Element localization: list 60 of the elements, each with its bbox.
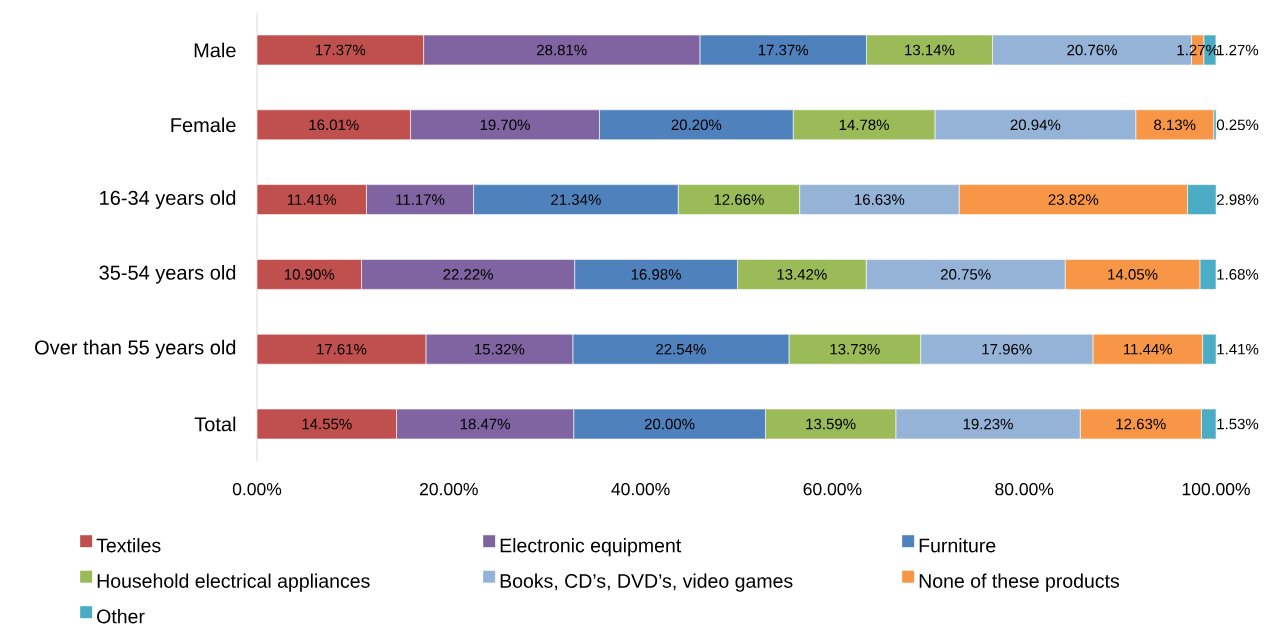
legend-label: Furniture [919, 538, 996, 553]
data-label: 22.54% [656, 343, 706, 355]
data-label: 17.37% [758, 44, 809, 56]
y-tick-label: Over than 55 years old [35, 339, 236, 359]
data-label: 20.94% [1010, 119, 1061, 131]
y-tick-label: 35-54 years old [99, 265, 236, 284]
data-label: 16.98% [631, 269, 681, 280]
legend-label: Textiles [96, 538, 161, 553]
data-label: 14.05% [1108, 269, 1158, 280]
data-label: 15.32% [475, 343, 525, 355]
data-label: 17.37% [316, 44, 366, 56]
x-tick-label: 60.00% [803, 482, 862, 496]
data-label: 17.61% [317, 343, 367, 355]
legend-label: Household electrical appliances [97, 573, 370, 592]
x-tick-label: 40.00% [611, 482, 670, 496]
y-tick-label: Total [194, 416, 236, 432]
y-tick-label: Male [194, 42, 236, 58]
data-label: 13.59% [806, 418, 856, 430]
data-label: 1.68% [1217, 269, 1259, 280]
data-label: 11.44% [1123, 343, 1173, 355]
data-label: 0.25% [1216, 119, 1259, 131]
data-label: 8.13% [1154, 119, 1196, 131]
legend-label: None of these products [919, 573, 1120, 592]
data-label: 20.76% [1067, 44, 1117, 56]
data-label: 20.00% [644, 418, 695, 430]
data-label: 23.82% [1048, 194, 1099, 205]
data-label: 13.14% [905, 44, 955, 56]
data-label: 11.41% [287, 194, 337, 205]
y-tick-label: Female [171, 117, 236, 133]
x-tick-label: 20.00% [420, 482, 478, 496]
data-label: 13.42% [777, 269, 827, 280]
data-label: 14.78% [839, 119, 889, 131]
data-label: 17.96% [982, 343, 1032, 355]
data-label: 1.41% [1217, 343, 1259, 355]
data-label: 16.63% [855, 194, 905, 205]
data-label: 12.63% [1116, 418, 1166, 430]
data-label: 14.55% [302, 418, 352, 430]
data-label: 16.01% [309, 119, 359, 131]
data-label: 11.17% [396, 194, 445, 205]
legend-label: Other [97, 609, 145, 624]
data-label: 19.23% [963, 418, 1013, 430]
data-label: 21.34% [551, 194, 601, 205]
x-tick-label: 0.00% [232, 482, 282, 496]
legend-label: Books, CD’s, DVD’s, video games [500, 573, 793, 592]
data-label: 2.98% [1217, 194, 1259, 205]
data-label: 13.73% [830, 343, 880, 355]
y-tick-label: 16-34 years old [100, 190, 236, 209]
data-label: 20.75% [940, 269, 991, 280]
data-label: 18.47% [460, 418, 510, 430]
data-label: 1.27% [1217, 44, 1259, 56]
data-label: 12.66% [714, 194, 764, 205]
data-label: 19.70% [480, 119, 530, 131]
x-tick-label: 100.00% [1182, 482, 1250, 496]
x-tick-label: 80.00% [995, 482, 1054, 496]
data-label: 1.53% [1217, 418, 1259, 430]
data-label: 22.22% [443, 269, 493, 280]
data-label: 28.81% [537, 44, 587, 56]
data-label: 20.20% [671, 119, 722, 131]
legend-label: Electronic equipment [500, 538, 682, 557]
data-label: 10.90% [284, 269, 335, 280]
